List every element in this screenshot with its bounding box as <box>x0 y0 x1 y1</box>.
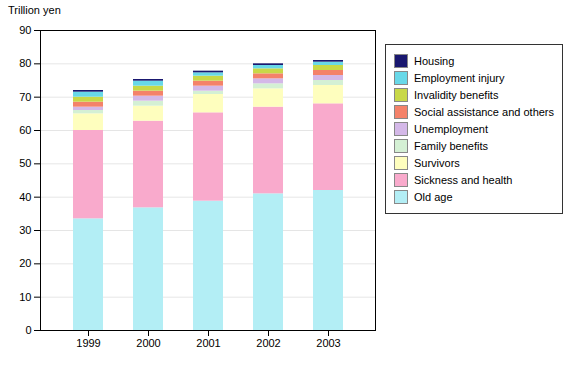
svg-text:1999: 1999 <box>76 337 100 349</box>
svg-text:0: 0 <box>25 324 31 336</box>
svg-text:50: 50 <box>19 157 31 169</box>
html-text:Social assistance and others: Social assistance and others <box>414 106 554 118</box>
svg-text:10: 10 <box>19 291 31 303</box>
svg-text:60: 60 <box>19 124 31 136</box>
html-text:Family benefits: Family benefits <box>414 140 488 152</box>
html-text:Survivors: Survivors <box>414 157 460 169</box>
html-text:Old age: Old age <box>414 191 453 203</box>
html-text:Unemployment: Unemployment <box>414 123 488 135</box>
svg-text:40: 40 <box>19 191 31 203</box>
svg-text:30: 30 <box>19 224 31 236</box>
html-text:Employment injury: Employment injury <box>414 72 505 84</box>
html-text:Trillion yen: Trillion yen <box>8 4 61 16</box>
svg-text:2000: 2000 <box>136 337 160 349</box>
svg-text:90: 90 <box>19 24 31 36</box>
html-text:Invalidity benefits: Invalidity benefits <box>414 89 499 101</box>
svg-text:2001: 2001 <box>196 337 220 349</box>
html-text:Housing: Housing <box>414 55 455 67</box>
html-text:Sickness and health: Sickness and health <box>414 174 513 186</box>
svg-text:70: 70 <box>19 91 31 103</box>
svg-text:80: 80 <box>19 57 31 69</box>
svg-text:20: 20 <box>19 257 31 269</box>
svg-text:2003: 2003 <box>316 337 340 349</box>
svg-text:2002: 2002 <box>256 337 280 349</box>
